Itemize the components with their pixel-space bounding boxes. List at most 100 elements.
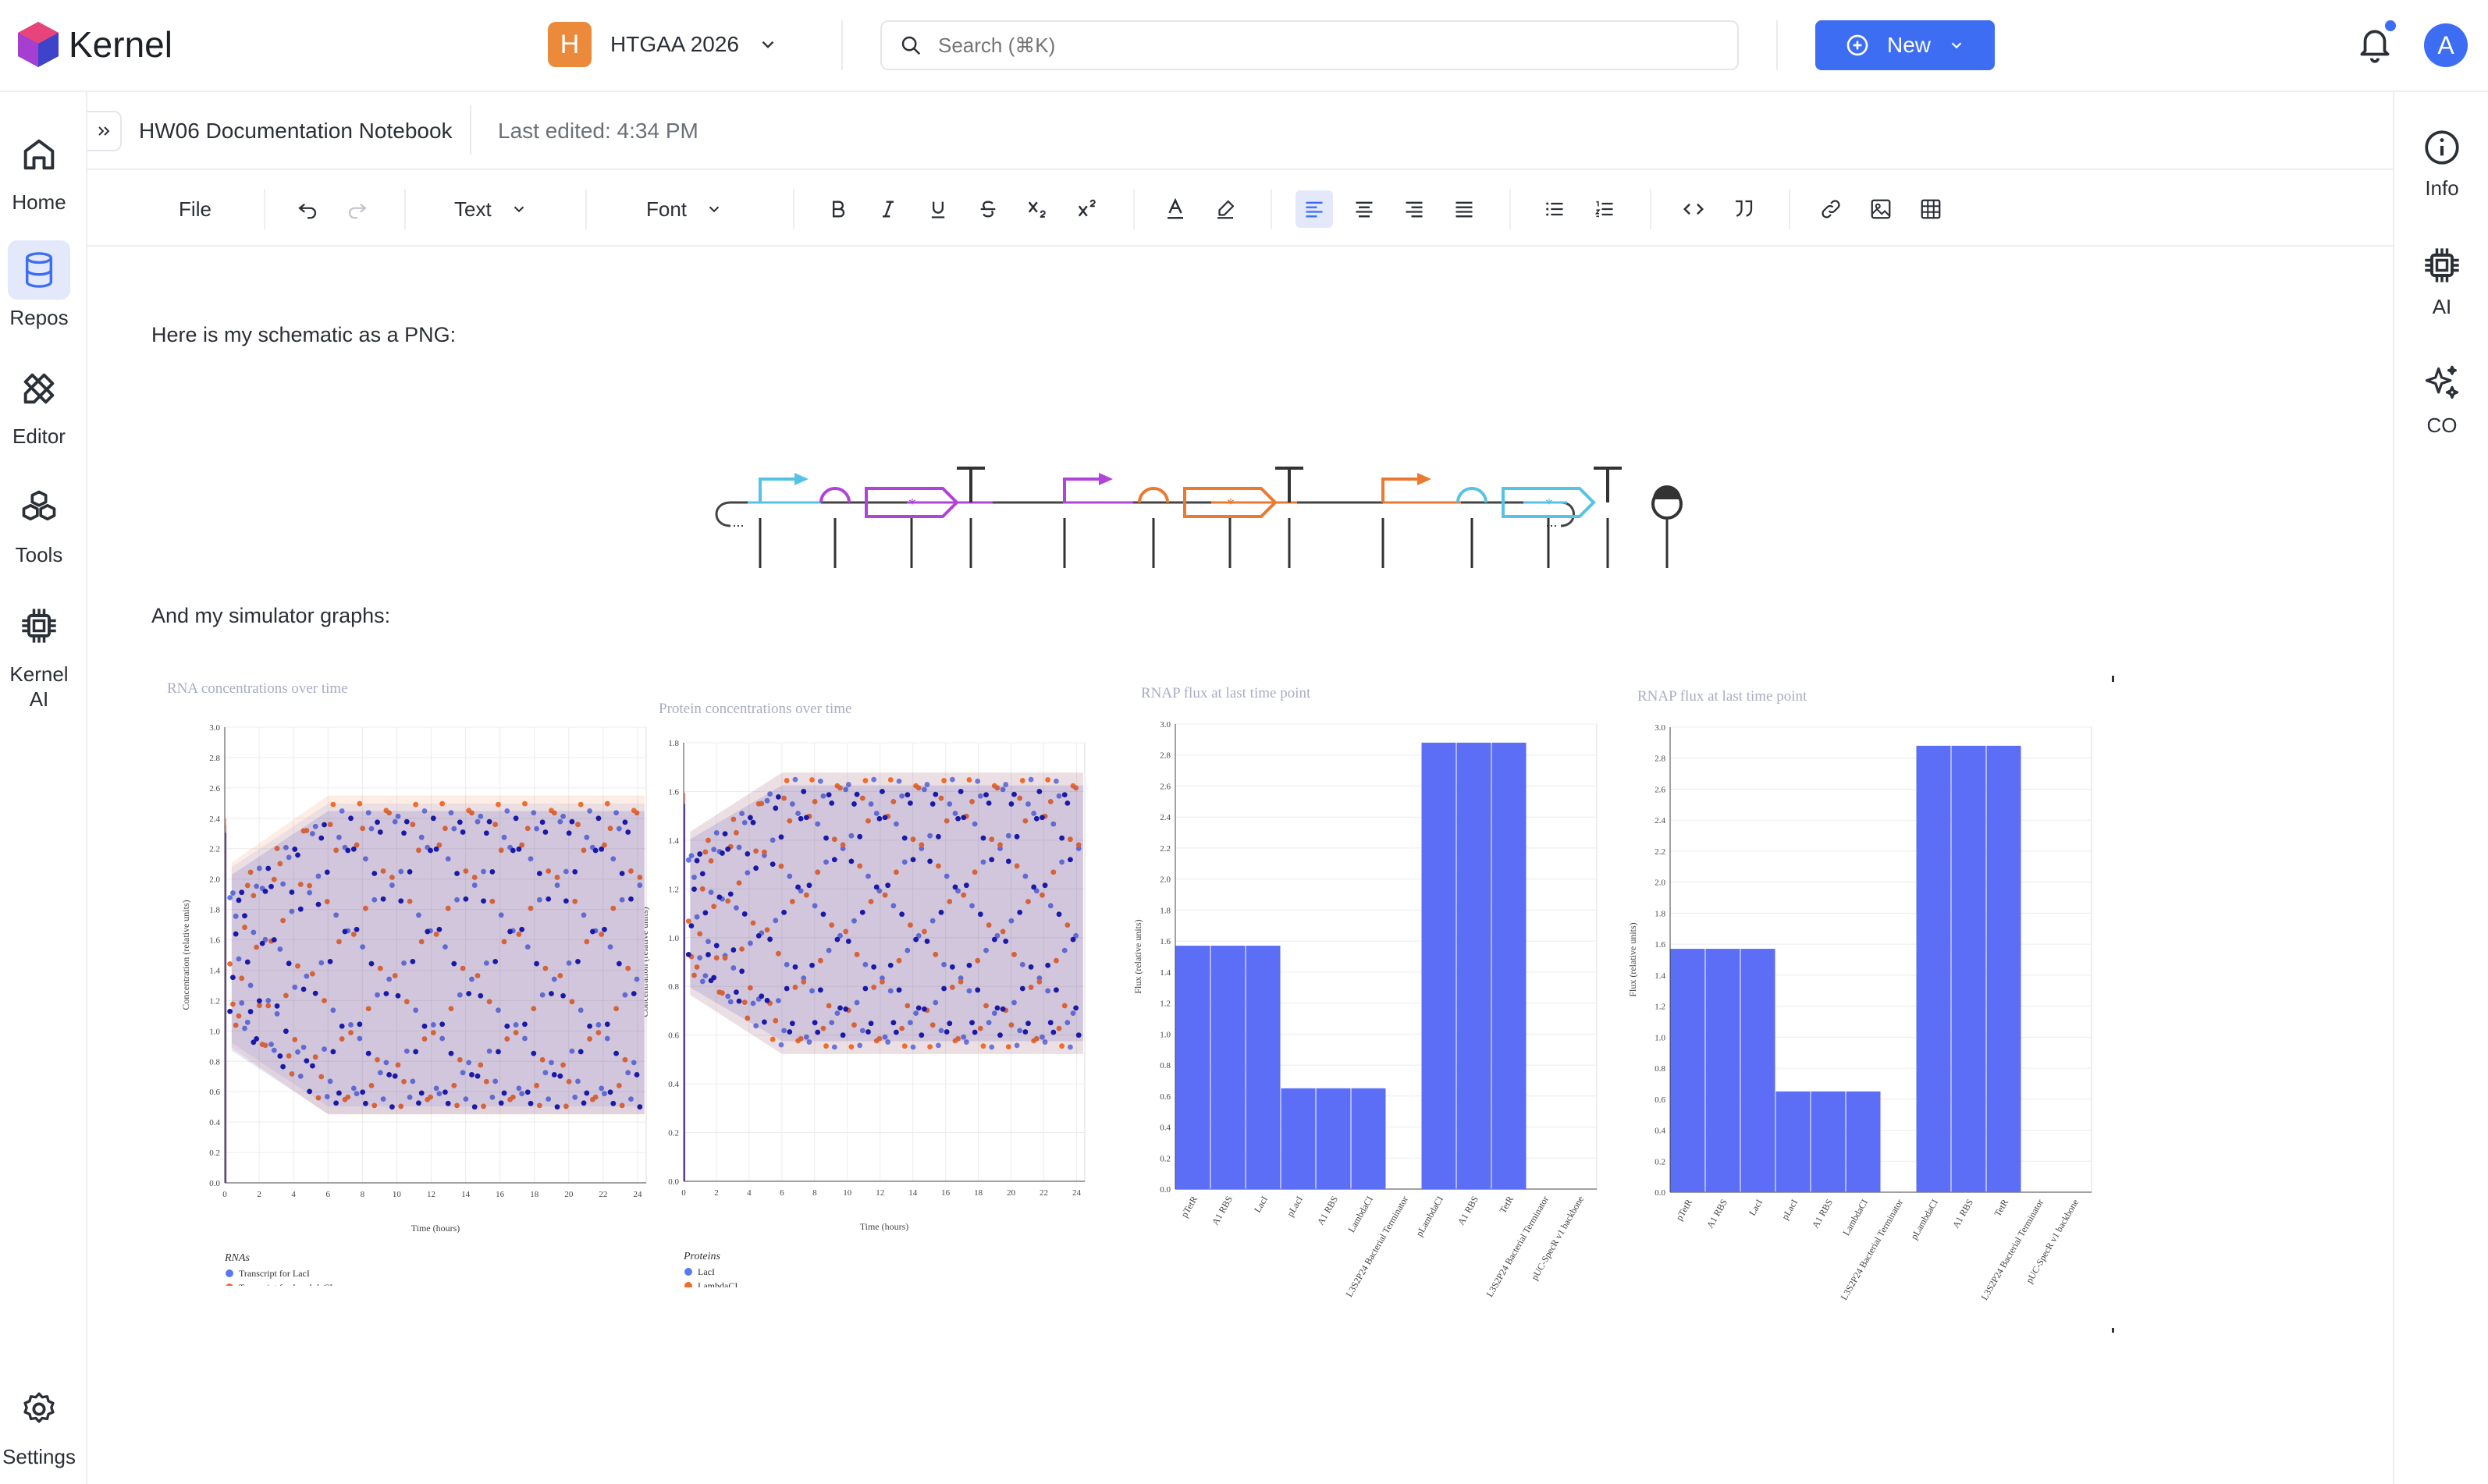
data-point [392, 973, 398, 978]
data-point [304, 973, 310, 979]
data-point [386, 976, 393, 982]
bold-button[interactable] [819, 190, 857, 228]
data-point [546, 896, 552, 902]
y-tick-label: 0.6 [668, 1031, 679, 1041]
y-tick-label: 0.4 [1160, 1124, 1171, 1133]
data-point [798, 1035, 804, 1042]
quote-button[interactable] [1725, 190, 1762, 228]
nav-item-tools[interactable]: Tools [0, 478, 78, 567]
data-point [637, 875, 643, 880]
nav-item-home[interactable]: Home [0, 125, 78, 215]
code-button[interactable] [1675, 190, 1712, 228]
nav-item-kernel-ai[interactable]: Kernel AI [0, 596, 78, 712]
link-button[interactable] [1812, 190, 1850, 228]
nav-label: Editor [12, 424, 66, 448]
align-right-button[interactable] [1395, 190, 1433, 228]
redo-button[interactable] [339, 190, 376, 228]
numbered-list-button[interactable] [1586, 190, 1623, 228]
new-button[interactable]: New [1815, 20, 1995, 70]
bar [1811, 1091, 1846, 1192]
rnav-item-ai[interactable]: AI [2394, 245, 2488, 319]
bold-icon [833, 201, 845, 218]
bullet-list-button[interactable] [1536, 190, 1573, 228]
search-input[interactable] [938, 33, 1640, 58]
data-point [549, 1060, 554, 1066]
underline-button[interactable] [919, 190, 957, 228]
divider [1776, 20, 1778, 70]
data-point [929, 1022, 936, 1028]
text-style-dropdown[interactable]: Text [454, 190, 528, 228]
image-button[interactable] [1862, 190, 1900, 228]
data-point [997, 842, 1003, 848]
app-logo[interactable]: Kernel [16, 20, 172, 69]
data-point [428, 847, 433, 854]
text-color-button[interactable] [1157, 190, 1194, 228]
data-point [910, 1044, 916, 1050]
data-point [1014, 863, 1020, 869]
resize-handle[interactable] [2112, 676, 2114, 682]
avatar[interactable]: A [2424, 23, 2468, 67]
data-point [380, 868, 386, 874]
bell-icon[interactable] [2355, 23, 2394, 66]
document-title[interactable]: HW06 Documentation Notebook [139, 119, 453, 143]
data-point [587, 808, 592, 814]
data-point [1014, 1042, 1020, 1049]
x-tick-label: 18 [530, 1190, 539, 1199]
subscript-button[interactable] [1019, 190, 1057, 228]
data-point [584, 1090, 590, 1096]
undo-button[interactable] [289, 190, 326, 228]
italic-button[interactable] [869, 190, 907, 228]
info-icon [2425, 130, 2459, 165]
data-point [905, 792, 911, 798]
data-point [789, 1021, 795, 1027]
data-point [1061, 947, 1068, 953]
superscript-button[interactable] [1069, 190, 1107, 228]
data-point [368, 825, 375, 832]
data-point [697, 851, 703, 857]
highlight-button[interactable] [1207, 190, 1244, 228]
data-point [1025, 1021, 1031, 1027]
superscript-icon [1078, 199, 1096, 217]
document-content[interactable]: Here is my schematic as a PNG: * * [87, 248, 2393, 1484]
align-center-button[interactable] [1345, 190, 1383, 228]
search-bar[interactable] [880, 20, 1739, 70]
nav-item-repos[interactable]: Repos [0, 240, 78, 330]
data-point [826, 792, 832, 798]
align-right-icon [1406, 201, 1423, 218]
data-point [322, 822, 327, 828]
align-left-button[interactable] [1296, 190, 1333, 228]
data-point [972, 869, 978, 875]
data-point [478, 1062, 484, 1068]
y-tick-label: 1.8 [668, 739, 679, 748]
data-point [357, 801, 363, 807]
expand-sidebar-button[interactable] [87, 111, 122, 151]
data-point [563, 1103, 569, 1109]
divider [1509, 189, 1511, 229]
data-point [1031, 811, 1037, 816]
rnav-item-co[interactable]: CO [2394, 364, 2488, 438]
data-point [271, 1047, 277, 1053]
font-dropdown[interactable]: Font [646, 190, 723, 228]
resize-handle[interactable] [2112, 1328, 2114, 1333]
nav-item-editor[interactable]: Editor [0, 359, 78, 449]
align-justify-button[interactable] [1445, 190, 1483, 228]
workspace-switcher[interactable]: H HTGAA 2026 [548, 22, 778, 67]
series-band [690, 772, 1083, 1054]
data-point [685, 857, 691, 863]
rnav-item-info[interactable]: Info [2394, 128, 2488, 201]
x-tick-label: 8 [812, 1188, 817, 1198]
y-tick-label: 0.4 [1655, 1127, 1665, 1136]
data-point [748, 815, 753, 821]
file-menu[interactable]: File [179, 197, 211, 221]
data-point [501, 834, 507, 840]
data-point [546, 868, 552, 874]
nav-item-settings[interactable]: Settings [0, 1379, 78, 1469]
data-point [229, 890, 236, 896]
data-point [300, 1044, 307, 1050]
boxes-icon [8, 478, 70, 537]
table-button[interactable] [1912, 190, 1950, 228]
editor-toolbar: File Text Font [87, 172, 2393, 247]
data-point [407, 1094, 413, 1100]
strikethrough-button[interactable] [969, 190, 1007, 228]
data-point [474, 973, 481, 978]
